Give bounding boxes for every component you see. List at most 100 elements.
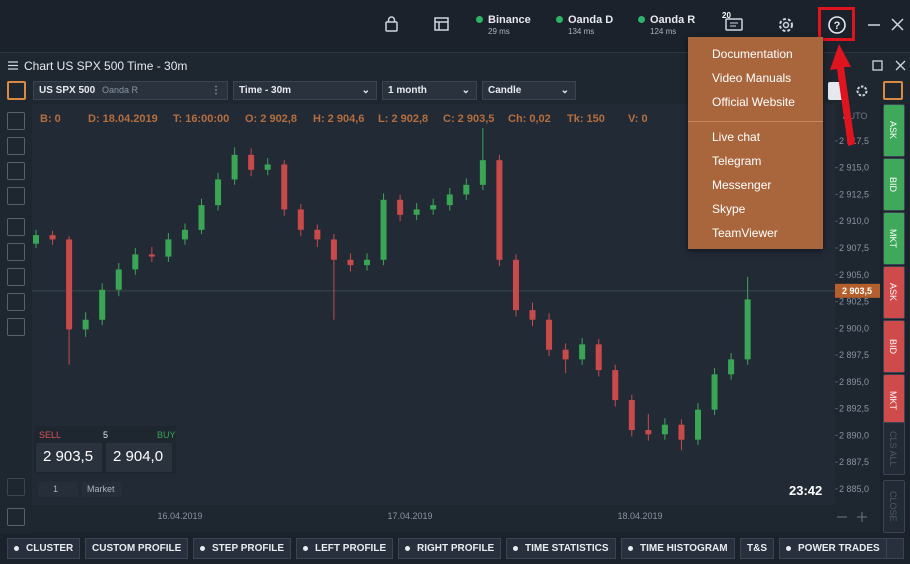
candle-body: [215, 179, 222, 206]
window-title: Chart US SPX 500 Time - 30m: [24, 59, 188, 73]
tool[interactable]: [7, 112, 25, 130]
menu-item[interactable]: Skype: [712, 202, 746, 216]
sell-button[interactable]: 2 903,5: [36, 443, 102, 472]
panel-toggle[interactable]: [7, 81, 26, 100]
trash-tool[interactable]: [7, 478, 25, 496]
info-field: D: 18.04.2019: [88, 113, 158, 125]
tab-dot: [628, 546, 633, 551]
tool[interactable]: [7, 187, 25, 205]
menu-item[interactable]: Messenger: [712, 178, 772, 192]
connection-ping: 124 ms: [650, 27, 677, 36]
trade-button[interactable]: MKT: [883, 374, 905, 427]
candle-body: [744, 299, 751, 360]
chart-settings[interactable]: [854, 83, 870, 99]
settings-icon[interactable]: [776, 15, 796, 35]
candle-body: [198, 205, 205, 230]
connection-name: Binance: [488, 14, 531, 26]
info-field: C: 2 903,5: [443, 113, 495, 125]
candle-body: [711, 374, 718, 410]
tab[interactable]: TIME HISTOGRAM: [621, 538, 735, 559]
tab-dot: [513, 546, 518, 551]
tool[interactable]: [7, 162, 25, 180]
candle-body: [562, 349, 569, 360]
tab[interactable]: CUSTOM PROFILE: [85, 538, 189, 559]
menu-item[interactable]: Telegram: [712, 154, 762, 168]
trade-button[interactable]: BID: [883, 158, 905, 211]
help-icon[interactable]: ?: [826, 14, 848, 36]
tool[interactable]: [7, 243, 25, 261]
y-tick-label: 2 902,5: [839, 297, 869, 307]
tool[interactable]: [7, 137, 25, 155]
window-controls[interactable]: [866, 16, 906, 34]
drawing-tools: [0, 104, 32, 534]
tab[interactable]: TIME STATISTICS: [506, 538, 616, 559]
info-field: T: 16:00:00: [173, 113, 230, 125]
timeframe-select[interactable]: Time - 30m ⌄: [233, 81, 377, 100]
panel-toggle[interactable]: [883, 81, 903, 100]
candle-body: [628, 400, 635, 431]
status-dot: [476, 16, 483, 23]
candle-body: [347, 259, 354, 266]
tab[interactable]: CLUSTER: [7, 538, 81, 559]
tool[interactable]: [7, 268, 25, 286]
price-marker-label: 2 903,5: [842, 286, 872, 296]
menu-item[interactable]: Official Website: [712, 95, 795, 109]
buy-button[interactable]: 2 904,0: [106, 443, 172, 472]
list-tool[interactable]: [7, 508, 25, 526]
menu-item[interactable]: Video Manuals: [712, 71, 792, 85]
symbol: US SPX 500: [39, 85, 96, 96]
connection-name: Oanda R: [650, 14, 696, 26]
y-tick-label: 2 885,0: [839, 484, 869, 494]
menu-icon[interactable]: [8, 61, 18, 70]
tool[interactable]: [7, 218, 25, 236]
tab-dot: [303, 546, 308, 551]
window-icon[interactable]: [433, 15, 451, 33]
trade-button[interactable]: BID: [883, 320, 905, 373]
style: Candle: [488, 85, 522, 96]
tab-dot: [405, 546, 410, 551]
info-field: Tk: 150: [567, 113, 605, 125]
trade-button[interactable]: ASK: [883, 266, 905, 319]
chat-icon[interactable]: [722, 12, 748, 36]
tool[interactable]: [7, 293, 25, 311]
amount-field[interactable]: 1: [38, 482, 78, 497]
candle-body: [463, 184, 470, 195]
y-tick-label: 2 907,5: [839, 243, 869, 253]
trade-button[interactable]: MKT: [883, 212, 905, 265]
range: 1 month: [388, 85, 427, 96]
info-field: B: 0: [40, 113, 61, 125]
symbol-select[interactable]: US SPX 500 Oanda R ⋮: [33, 81, 228, 100]
y-tick-label: 2 887,5: [839, 457, 869, 467]
range-select[interactable]: 1 month ⌄: [382, 81, 477, 100]
tab[interactable]: STEP PROFILE: [193, 538, 292, 559]
window-buttons[interactable]: [872, 60, 908, 72]
candle-body: [264, 164, 271, 170]
status-dot: [638, 16, 645, 23]
tab[interactable]: RIGHT PROFILE: [398, 538, 502, 559]
source: Oanda R: [101, 85, 138, 95]
info-field: Ch: 0,02: [508, 113, 551, 125]
order-type[interactable]: Market: [82, 482, 122, 497]
tab[interactable]: POWER TRADES: [779, 538, 887, 559]
menu-item[interactable]: Live chat: [712, 130, 761, 144]
connection: Binance: [476, 14, 531, 26]
tab[interactable]: LEFT PROFILE: [296, 538, 394, 559]
style-select[interactable]: Candle ⌄: [482, 81, 576, 100]
candle-body: [728, 359, 735, 375]
candle-body: [397, 199, 404, 215]
trade-button[interactable]: ASK: [883, 104, 905, 157]
candle-body: [99, 289, 106, 320]
trade-button[interactable]: CLS ALL: [883, 422, 905, 475]
lock-icon[interactable]: [383, 15, 401, 33]
trade-button[interactable]: CLOSE: [883, 480, 905, 533]
candle-body: [413, 209, 420, 215]
tab[interactable]: T&S: [740, 538, 774, 559]
timeframe: Time - 30m: [239, 85, 292, 96]
menu-item[interactable]: TeamViewer: [712, 226, 778, 240]
info-field: L: 2 902,8: [378, 113, 429, 125]
candle-body: [115, 269, 122, 290]
menu-item[interactable]: Documentation: [712, 47, 793, 61]
tool[interactable]: [7, 318, 25, 336]
price-axis: [835, 104, 880, 532]
